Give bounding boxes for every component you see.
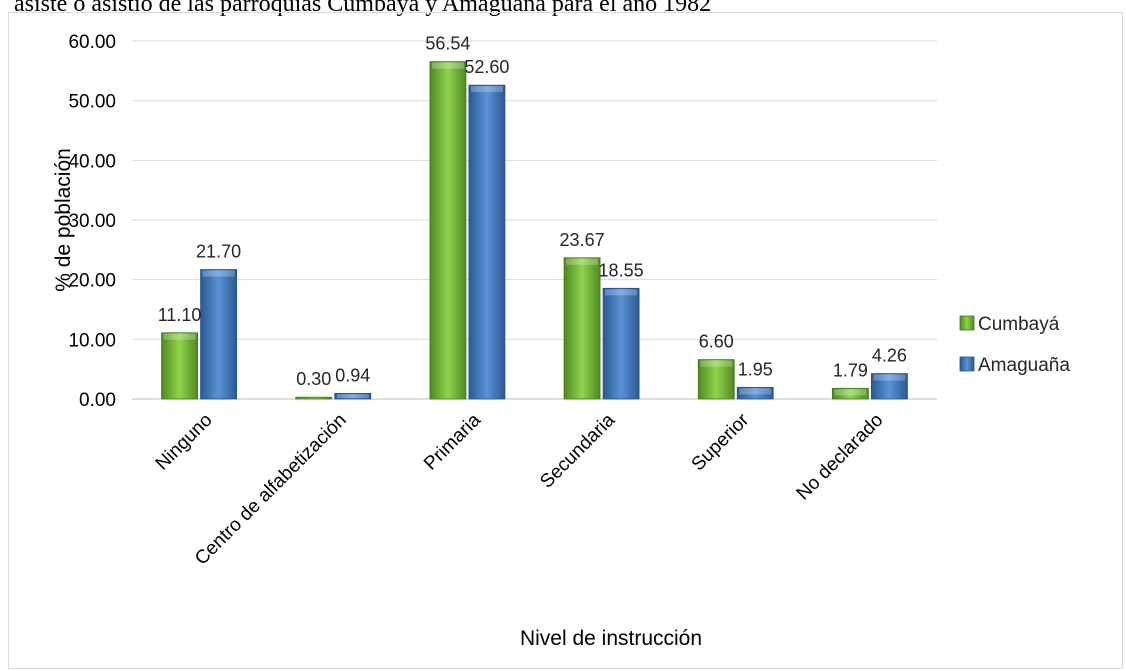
legend: Cumbayá Amaguaña (959, 314, 1070, 376)
x-tick-label: Primaria (420, 409, 485, 474)
x-tick-label: Centro de alfabetización (191, 410, 351, 570)
bar-cumbaya (429, 61, 467, 400)
bar-cumbaya (832, 387, 869, 400)
data-label: 11.10 (158, 305, 202, 325)
y-tick-label: 50.00 (68, 92, 116, 113)
x-tick-label: Superior (688, 409, 754, 475)
bar-cumbaya (563, 257, 601, 400)
bar-cumbaya (295, 396, 333, 400)
x-tick-label: No declarado (793, 410, 888, 505)
bar-amaguana (602, 287, 640, 400)
y-tick-label: 10.00 (68, 330, 116, 351)
data-label: 4.26 (872, 346, 907, 366)
y-tick-label: 60.00 (68, 32, 116, 53)
data-label: 0.30 (296, 369, 331, 389)
legend-swatch (959, 315, 975, 331)
y-tick-label: 40.00 (68, 151, 116, 172)
legend-label: Amaguaña (978, 355, 1070, 376)
data-label: 0.94 (335, 365, 370, 385)
data-label: 56.54 (425, 34, 470, 54)
gridlines (132, 40, 937, 400)
data-labels: 11.10 21.70 0.30 0.94 56.54 52.60 23.67 18.55 6.… (158, 34, 907, 390)
y-axis-title: % de población (52, 148, 75, 292)
data-label: 52.60 (464, 57, 509, 77)
data-label: 6.60 (699, 332, 734, 352)
x-tick-label: Secundaria (536, 409, 619, 492)
bar-bevel (163, 333, 196, 340)
data-label: 23.67 (560, 230, 605, 250)
bar-bevel (605, 289, 638, 296)
bars (161, 61, 908, 400)
y-tick-label: 30.00 (68, 211, 116, 232)
bar-amaguana (200, 269, 237, 400)
data-label: 1.79 (833, 360, 868, 380)
bar-bevel (834, 389, 867, 396)
y-axis-ticks: 0.00 10.00 20.00 30.00 40.00 50.00 60.00 (68, 32, 116, 411)
legend-label: Cumbayá (978, 314, 1060, 335)
x-axis-title: Nivel de instrucción (520, 627, 702, 650)
bar-amaguana (871, 373, 908, 400)
bar-bevel (739, 388, 772, 395)
bar-cumbaya (697, 359, 735, 400)
data-label: 18.55 (599, 260, 644, 280)
bar-bevel (700, 360, 733, 367)
bar-bevel (873, 374, 906, 381)
x-tick-label: Ninguno (152, 410, 217, 475)
y-tick-label: 0.00 (79, 390, 116, 411)
bar-bevel (336, 394, 369, 398)
bar-bevel (202, 270, 235, 277)
data-label: 21.70 (196, 242, 241, 262)
bar-bevel (566, 258, 599, 265)
y-tick-label: 20.00 (68, 271, 116, 292)
bar-amaguana (736, 386, 774, 400)
bar-amaguana (334, 392, 372, 400)
legend-swatch (959, 356, 975, 372)
bar-bevel (470, 86, 503, 93)
bar-amaguana (468, 84, 506, 400)
chart-frame (8, 12, 1123, 669)
bar-cumbaya (161, 332, 198, 400)
bar-bevel (431, 62, 464, 69)
data-label: 1.95 (738, 359, 773, 379)
